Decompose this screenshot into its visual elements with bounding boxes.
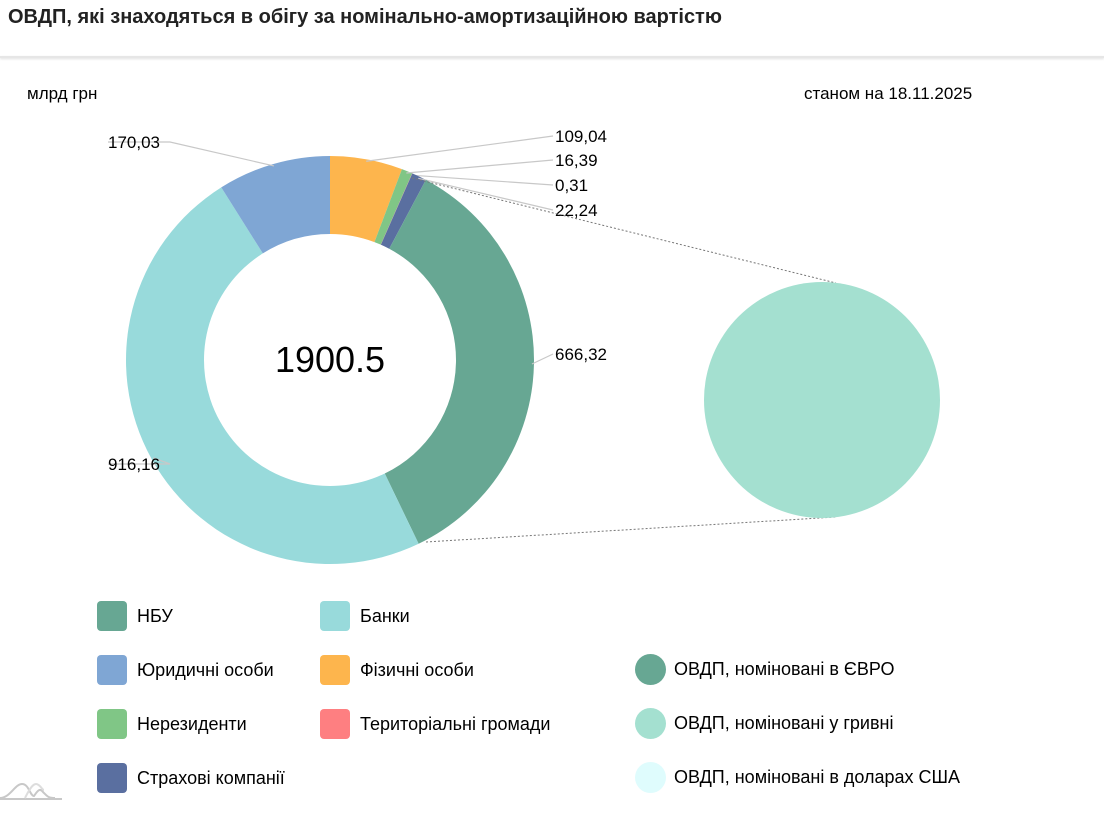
leader-line bbox=[531, 353, 554, 365]
legend-swatch bbox=[97, 601, 127, 631]
slice-4[interactable] bbox=[384, 179, 535, 544]
slice-2[interactable] bbox=[380, 173, 413, 245]
legend-item[interactable]: Нерезиденти bbox=[97, 709, 247, 739]
slice-0[interactable] bbox=[330, 156, 402, 243]
legend-item[interactable]: НБУ bbox=[97, 601, 173, 631]
data-label: 16,39 bbox=[555, 151, 598, 170]
legend-label: ОВДП, номіновані в доларах США bbox=[674, 767, 961, 787]
legend-item[interactable]: Юридичні особи bbox=[97, 655, 274, 685]
legend-label: Банки bbox=[360, 605, 410, 626]
connector-line bbox=[425, 516, 837, 543]
leader-line bbox=[366, 135, 554, 162]
data-label: 666,32 bbox=[555, 345, 607, 364]
legend-item[interactable]: Фізичні особи bbox=[320, 655, 474, 685]
logo-icon bbox=[0, 782, 62, 800]
data-label: 109,04 bbox=[555, 127, 607, 146]
legend-swatch bbox=[635, 762, 666, 793]
leader-line bbox=[406, 159, 554, 174]
legend-swatch bbox=[97, 709, 127, 739]
legend-item[interactable]: Банки bbox=[320, 601, 410, 631]
legend-item[interactable]: ОВДП, номіновані у гривні bbox=[635, 708, 893, 739]
legend-swatch bbox=[635, 708, 666, 739]
slice-1[interactable] bbox=[374, 169, 413, 245]
data-label: 916,16 bbox=[108, 455, 160, 474]
date-label: станом на 18.11.2025 bbox=[804, 84, 973, 103]
slice-5[interactable] bbox=[125, 187, 419, 565]
legend-swatch bbox=[97, 655, 127, 685]
donut-chart: 109,04 16,39 0,31 22,24 666,32 916,16 170,03 19… bbox=[108, 127, 940, 565]
legend-label: ОВДП, номіновані у гривні bbox=[674, 713, 894, 733]
legend-label: Юридичні особи bbox=[137, 659, 274, 680]
total-label: 1900.5 bbox=[275, 339, 385, 380]
leader-line bbox=[108, 457, 171, 465]
legend-label: Страхові компанії bbox=[137, 767, 285, 788]
legend-swatch bbox=[320, 655, 350, 685]
chart-title: ОВДП, які знаходяться в обігу за номінал… bbox=[8, 6, 722, 28]
legend-label: Фізичні особи bbox=[360, 659, 474, 680]
connector-line bbox=[411, 177, 837, 284]
legend-label: ОВДП, номіновані в ЄВРО bbox=[674, 659, 895, 679]
leader-line bbox=[411, 174, 554, 186]
secondary-pie[interactable] bbox=[704, 282, 940, 518]
legend-item[interactable]: ОВДП, номіновані в ЄВРО bbox=[635, 654, 894, 685]
legend-label: Нерезиденти bbox=[137, 713, 247, 734]
slice-6[interactable] bbox=[221, 156, 330, 254]
unit-label: млрд грн bbox=[27, 84, 98, 103]
slice-3[interactable] bbox=[380, 173, 426, 249]
legend-swatch bbox=[97, 763, 127, 793]
legend-label: Територіальні громади bbox=[360, 713, 551, 734]
legend-item[interactable]: ОВДП, номіновані в доларах США bbox=[635, 762, 960, 793]
legend-swatch bbox=[635, 654, 666, 685]
leader-line bbox=[418, 177, 554, 211]
legend-swatch bbox=[320, 601, 350, 631]
legend-label: НБУ bbox=[137, 605, 173, 626]
leader-line bbox=[108, 141, 275, 167]
legend-swatch bbox=[320, 709, 350, 739]
legend-item[interactable]: Територіальні громади bbox=[320, 709, 551, 739]
data-label: 0,31 bbox=[555, 176, 588, 195]
data-label: 170,03 bbox=[108, 133, 160, 152]
legend-item[interactable]: Страхові компанії bbox=[97, 763, 285, 793]
data-label: 22,24 bbox=[555, 201, 598, 220]
divider bbox=[0, 56, 1104, 58]
